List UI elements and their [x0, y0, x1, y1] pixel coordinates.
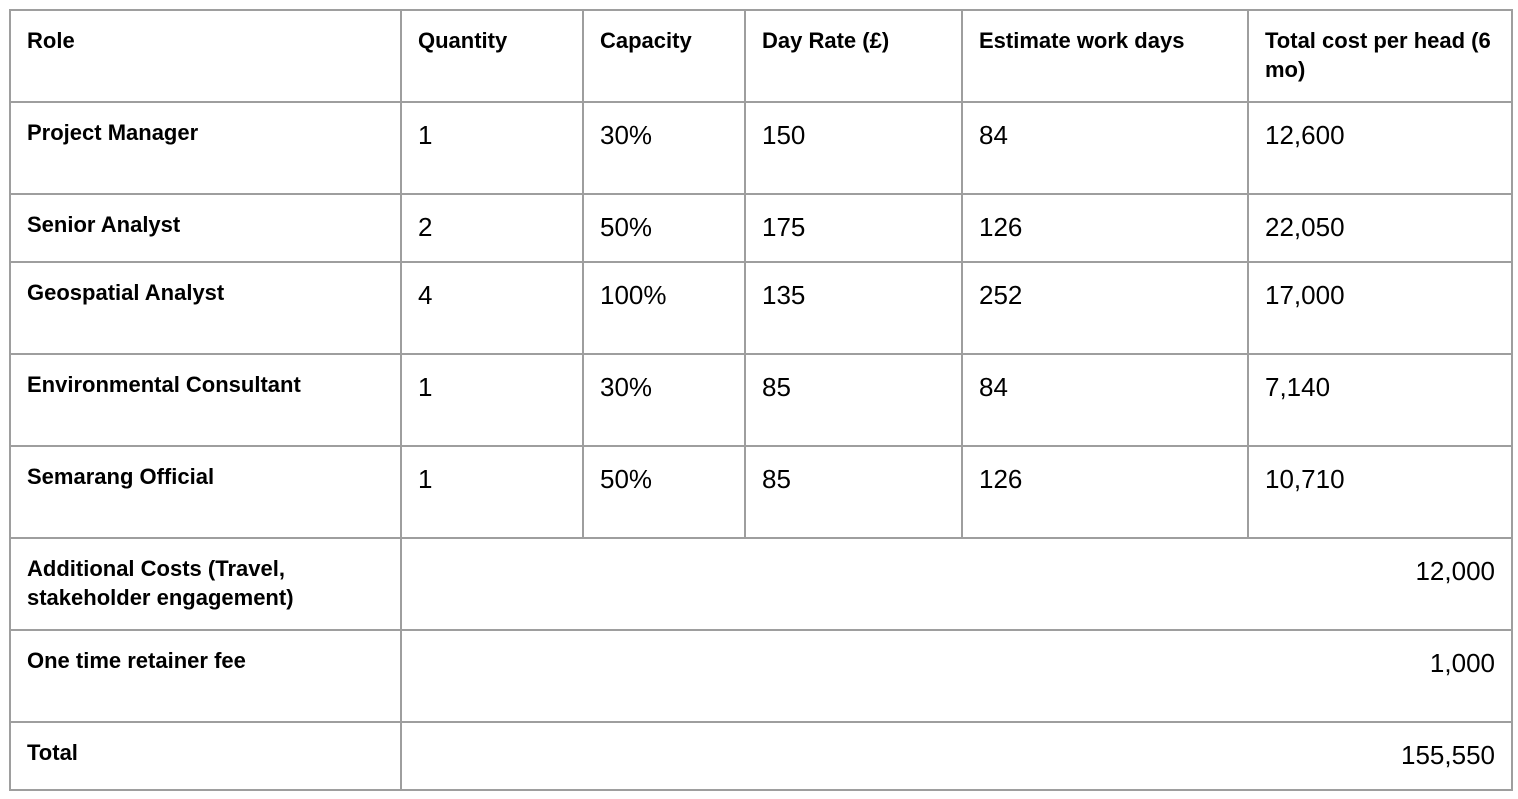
- capacity-cell: 100%: [582, 261, 746, 355]
- work-days-cell: 84: [961, 101, 1249, 195]
- work-days-cell: 252: [961, 261, 1249, 355]
- capacity-cell: 30%: [582, 353, 746, 447]
- total-cost-cell: 12,600: [1247, 101, 1513, 195]
- capacity-cell: 50%: [582, 445, 746, 539]
- total-cost-cell: 7,140: [1247, 353, 1513, 447]
- quantity-cell: 1: [400, 101, 584, 195]
- quantity-cell: 1: [400, 445, 584, 539]
- day-rate-cell: 150: [744, 101, 963, 195]
- total-label: Total: [9, 721, 402, 791]
- total-cost-cell: 22,050: [1247, 193, 1513, 263]
- header-day-rate: Day Rate (£): [744, 9, 963, 103]
- day-rate-cell: 85: [744, 445, 963, 539]
- role-cell: Environmental Consultant: [9, 353, 402, 447]
- role-cell: Senior Analyst: [9, 193, 402, 263]
- table-row: Project Manager 1 30% 150 84 12,600: [9, 101, 1513, 195]
- total-cost-cell: 10,710: [1247, 445, 1513, 539]
- additional-costs-value: 12,000: [400, 537, 1513, 631]
- day-rate-cell: 135: [744, 261, 963, 355]
- total-cost-cell: 17,000: [1247, 261, 1513, 355]
- quantity-cell: 2: [400, 193, 584, 263]
- header-row: Role Quantity Capacity Day Rate (£) Esti…: [9, 9, 1513, 103]
- day-rate-cell: 175: [744, 193, 963, 263]
- total-row: Total 155,550: [9, 721, 1513, 791]
- retainer-fee-row: One time retainer fee 1,000: [9, 629, 1513, 723]
- work-days-cell: 126: [961, 445, 1249, 539]
- table-row: Senior Analyst 2 50% 175 126 22,050: [9, 193, 1513, 263]
- quantity-cell: 1: [400, 353, 584, 447]
- capacity-cell: 30%: [582, 101, 746, 195]
- total-value: 155,550: [400, 721, 1513, 791]
- role-cell: Project Manager: [9, 101, 402, 195]
- table-row: Semarang Official 1 50% 85 126 10,710: [9, 445, 1513, 539]
- header-total-cost: Total cost per head (6 mo): [1247, 9, 1513, 103]
- cost-table: Role Quantity Capacity Day Rate (£) Esti…: [9, 9, 1513, 791]
- header-role: Role: [9, 9, 402, 103]
- day-rate-cell: 85: [744, 353, 963, 447]
- work-days-cell: 126: [961, 193, 1249, 263]
- additional-costs-row: Additional Costs (Travel, stakeholder en…: [9, 537, 1513, 631]
- additional-costs-label: Additional Costs (Travel, stakeholder en…: [9, 537, 402, 631]
- capacity-cell: 50%: [582, 193, 746, 263]
- table-row: Environmental Consultant 1 30% 85 84 7,1…: [9, 353, 1513, 447]
- retainer-fee-label: One time retainer fee: [9, 629, 402, 723]
- role-cell: Semarang Official: [9, 445, 402, 539]
- header-work-days: Estimate work days: [961, 9, 1249, 103]
- header-quantity: Quantity: [400, 9, 584, 103]
- retainer-fee-value: 1,000: [400, 629, 1513, 723]
- quantity-cell: 4: [400, 261, 584, 355]
- header-capacity: Capacity: [582, 9, 746, 103]
- work-days-cell: 84: [961, 353, 1249, 447]
- table-row: Geospatial Analyst 4 100% 135 252 17,000: [9, 261, 1513, 355]
- role-cell: Geospatial Analyst: [9, 261, 402, 355]
